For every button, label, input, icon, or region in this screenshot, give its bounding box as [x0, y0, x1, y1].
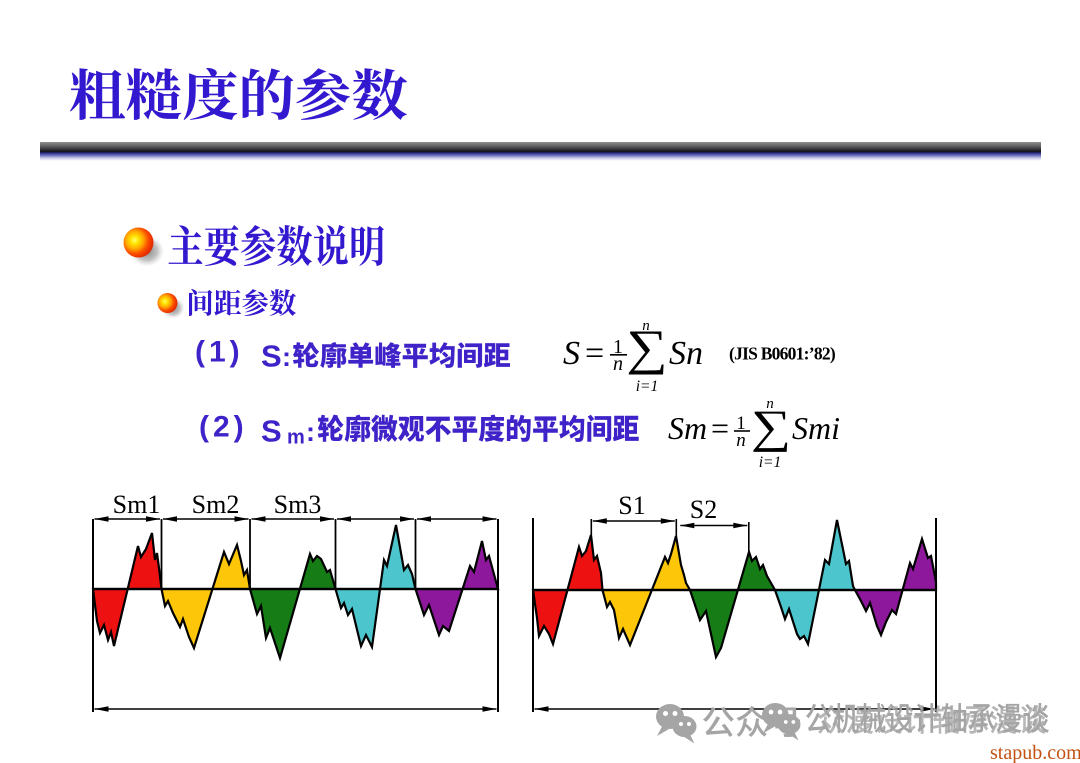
svg-text::: :	[306, 417, 315, 447]
svg-text:n: n	[642, 318, 650, 334]
svg-text:i=1: i=1	[759, 454, 782, 471]
svg-text:Sm3: Sm3	[274, 490, 322, 519]
svg-text:S: S	[563, 335, 580, 372]
svg-text:=: =	[711, 410, 729, 446]
svg-text:n: n	[766, 396, 774, 412]
svg-text:1: 1	[613, 336, 623, 358]
svg-text:n: n	[613, 353, 623, 375]
svg-text:=: =	[585, 335, 604, 372]
svg-text:S2: S2	[690, 495, 717, 524]
svg-text:∑: ∑	[626, 320, 667, 375]
svg-text:m: m	[287, 427, 305, 449]
svg-text:1: 1	[736, 413, 746, 434]
svg-text:Sn: Sn	[669, 335, 703, 372]
svg-text:Sm2: Sm2	[192, 490, 240, 519]
svg-text:Sm1: Sm1	[113, 490, 161, 519]
svg-text:(1): (1)	[195, 335, 244, 368]
svg-text:S: S	[261, 413, 282, 448]
svg-text:(2): (2)	[199, 410, 248, 443]
svg-text:Smi: Smi	[792, 410, 840, 446]
svg-text:stapub.com: stapub.com	[990, 742, 1080, 763]
svg-text:∑: ∑	[751, 401, 791, 452]
svg-text:i=1: i=1	[636, 378, 659, 395]
svg-text:Sm: Sm	[668, 410, 707, 446]
svg-text:(JIS B0601:’82): (JIS B0601:’82)	[729, 344, 836, 364]
svg-text::: :	[282, 342, 291, 372]
svg-text:S1: S1	[618, 491, 645, 520]
svg-text:S: S	[261, 339, 282, 374]
svg-text:n: n	[736, 430, 746, 451]
